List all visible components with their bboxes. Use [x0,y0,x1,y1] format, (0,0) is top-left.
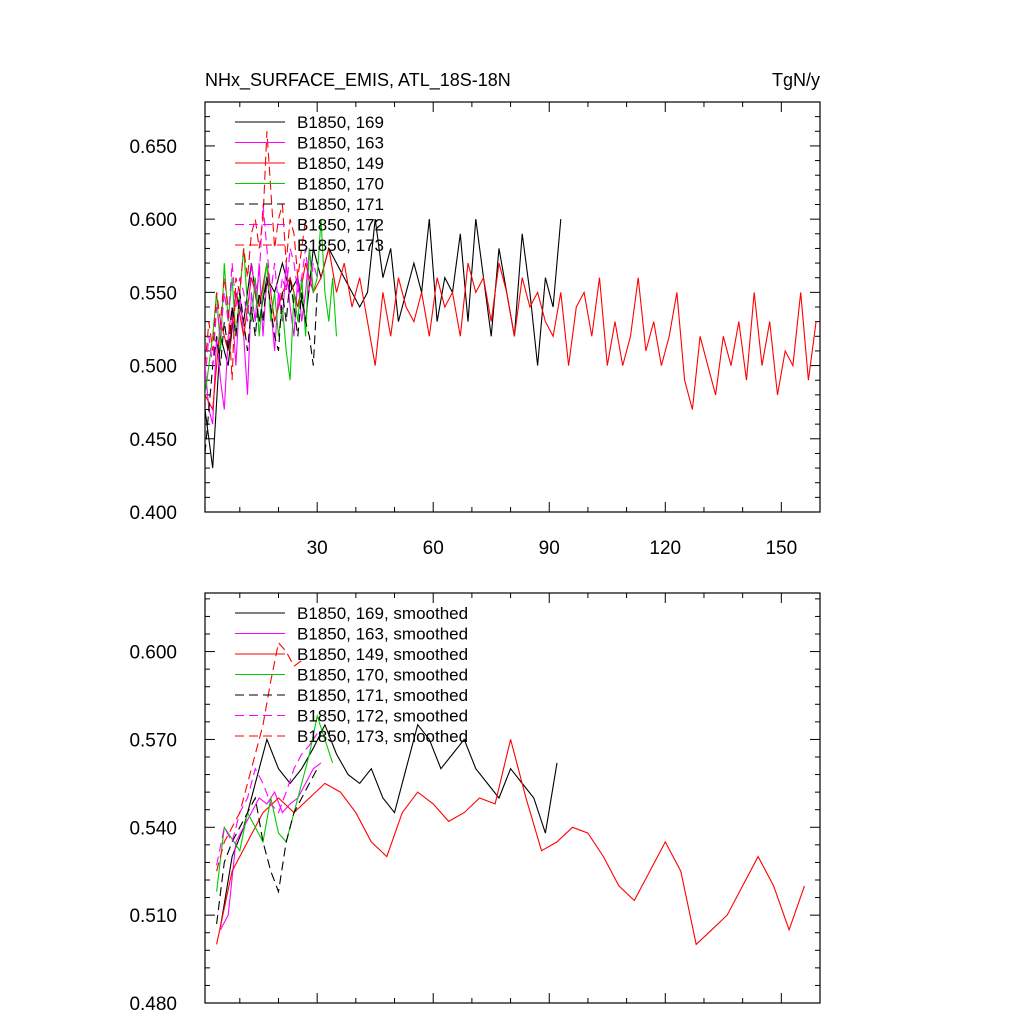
series-line [205,219,338,395]
legend-label: B1850, 170 [297,175,384,194]
y-tick-label: 0.500 [129,357,177,378]
x-tick-label: 60 [423,538,444,559]
series-line [205,219,562,469]
y-tick-label: 0.480 [129,994,177,1015]
series-line [216,641,303,872]
legend-label: B1850, 149, smoothed [297,645,468,664]
x-tick-label: 90 [539,538,560,559]
plot-frame [204,592,821,1004]
y-tick-label: 0.600 [129,210,177,231]
y-tick-label: 0.400 [129,503,177,524]
y-tick-label: 0.650 [129,137,177,158]
bottom-panel: 0.480 0.510 0.540 0.570 0.600 B1850, 169, smo… [129,592,821,1015]
legend-label: B1850, 172 [297,216,384,235]
y-tick-label: 0.600 [129,643,177,664]
series-line [216,733,318,866]
y-tick-label: 0.550 [129,283,177,304]
y-tick-label: 0.510 [129,906,177,927]
x-tick-label: 30 [307,538,328,559]
legend-label: B1850, 171, smoothed [297,686,468,705]
y-tick-label: 0.570 [129,730,177,751]
series-lines [205,131,817,469]
series-line [205,131,307,381]
x-tick-label: 150 [765,538,797,559]
units-label: TgN/y [772,70,820,90]
series-line [216,713,334,892]
series-line [205,204,318,381]
top-panel: 30 60 90 120 150 0.400 0.450 0.500 0.550 0.600 0.6… [129,70,821,559]
y-tick-label: 0.450 [129,430,177,451]
series-line [219,723,558,927]
legend-label: B1850, 163, smoothed [297,625,468,644]
legend-label: B1850, 170, smoothed [297,666,468,685]
series-line [205,248,817,412]
series-line [220,762,322,931]
series-line [216,739,806,946]
legend-label: B1850, 172, smoothed [297,707,468,726]
series-lines [216,641,806,946]
legend: B1850, 169, smoothed B1850, 163, smoothed… [235,604,468,746]
legend-label: B1850, 169 [297,113,384,132]
x-tick-label: 120 [649,538,681,559]
legend-label: B1850, 149 [297,154,384,173]
legend-label: B1850, 163 [297,134,384,153]
legend-label: B1850, 171 [297,195,384,214]
chart-title: NHx_SURFACE_EMIS, ATL_18S-18N [205,70,511,91]
series-line [205,277,318,454]
legend-label: B1850, 169, smoothed [297,604,468,623]
legend-label: B1850, 173, smoothed [297,727,468,746]
y-tick-label: 0.540 [129,818,177,839]
legend-label: B1850, 173 [297,236,384,255]
series-line [216,768,318,924]
